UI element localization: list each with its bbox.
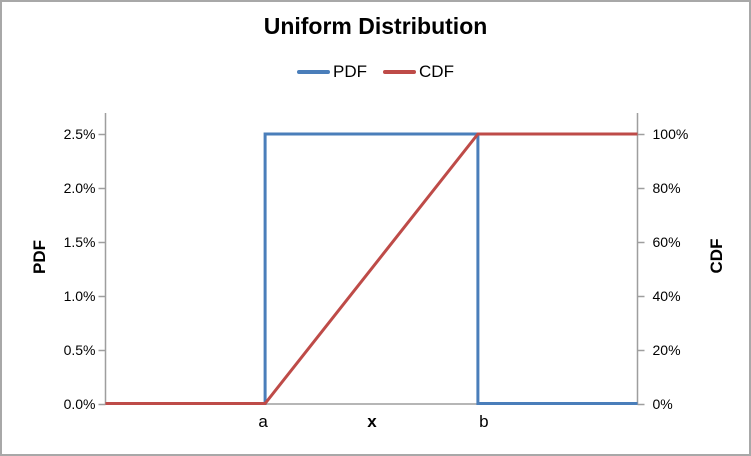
left-tick-label: 0.5%: [63, 341, 96, 358]
left-axis-title: PDF: [30, 240, 49, 274]
x-category-label-a: a: [258, 412, 268, 431]
legend-swatch-pdf: [297, 70, 331, 74]
x-category-label-b: b: [479, 412, 489, 431]
x-axis-title: x: [367, 412, 377, 431]
right-axis-title: CDF: [707, 238, 726, 274]
legend-item-pdf: PDF: [297, 62, 367, 82]
left-tick-label: 2.0%: [63, 179, 96, 196]
right-tick-label: 100%: [652, 125, 689, 142]
left-tick-label: 2.5%: [63, 125, 96, 142]
left-tick-label: 1.5%: [63, 233, 96, 250]
legend: PDF CDF: [0, 62, 751, 82]
right-tick-label: 0%: [652, 395, 673, 412]
left-tick-label: 1.0%: [63, 287, 96, 304]
right-tick-label: 20%: [652, 341, 681, 358]
left-tick-label: 0.0%: [63, 395, 96, 412]
chart-title: Uniform Distribution: [263, 13, 488, 39]
legend-swatch-cdf: [383, 70, 417, 74]
right-tick-label: 40%: [652, 287, 681, 304]
cdf-line: [105, 132, 638, 405]
right-tick-label: 80%: [652, 179, 681, 196]
legend-item-cdf: CDF: [383, 62, 454, 82]
legend-label-pdf: PDF: [333, 62, 368, 81]
right-tick-label: 60%: [652, 233, 681, 250]
legend-label-cdf: CDF: [419, 62, 454, 81]
